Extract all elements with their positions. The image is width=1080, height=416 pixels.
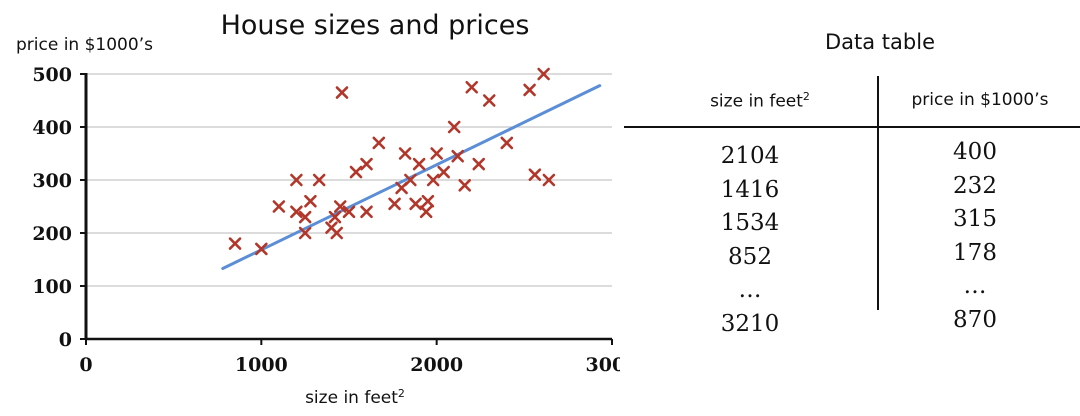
table-header-divider <box>624 126 1080 128</box>
data-point <box>437 165 450 179</box>
x-tick-label: 3000 <box>586 354 620 376</box>
x-tick-label: 2000 <box>410 354 463 376</box>
data-point <box>412 157 426 171</box>
data-point <box>342 205 356 219</box>
y-axis-label: price in $1000’s <box>16 35 153 55</box>
data-point <box>421 194 435 208</box>
tick-labels: 0 100 200 300 400 500 0 1000 2000 3000 <box>32 64 620 376</box>
y-tick-label: 500 <box>32 64 72 86</box>
table-title: Data table <box>824 30 935 54</box>
price-column: 400 232 315 178 … 870 <box>915 136 1035 337</box>
data-point <box>298 226 312 240</box>
data-point <box>528 168 542 181</box>
table-cell-price: 315 <box>953 206 997 232</box>
table-cell-price: … <box>963 273 987 299</box>
chart-title: House sizes and prices <box>221 10 530 41</box>
fit-line-group <box>221 84 602 271</box>
gridlines <box>86 73 612 287</box>
data-point <box>360 157 373 171</box>
data-point <box>388 197 401 211</box>
axes <box>80 73 613 345</box>
table-cell-size: … <box>738 277 762 303</box>
y-tick-label: 300 <box>32 170 72 192</box>
data-point <box>430 147 443 160</box>
table-cell-price: 870 <box>953 306 997 333</box>
y-tick-label: 0 <box>59 329 72 351</box>
table-cell-price: 178 <box>953 239 997 266</box>
x-tick-label: 0 <box>79 354 92 376</box>
data-point <box>304 194 317 208</box>
data-point <box>290 205 303 219</box>
data-point <box>409 197 422 211</box>
data-point <box>272 200 286 213</box>
data-point <box>330 226 344 240</box>
data-point <box>465 80 479 94</box>
data-point <box>426 173 440 187</box>
data-point <box>290 173 303 187</box>
column-header-size: size in feet2 <box>710 90 810 112</box>
table-cell-size: 1416 <box>720 176 780 203</box>
table-cell-size: 1534 <box>720 210 780 236</box>
data-point <box>451 149 465 163</box>
y-tick-label: 100 <box>32 276 72 298</box>
table-cell-price: 400 <box>953 139 997 165</box>
data-point <box>328 210 342 224</box>
data-point <box>360 205 373 219</box>
data-point <box>255 242 268 256</box>
fit-line <box>221 84 602 271</box>
data-point <box>349 165 363 179</box>
table-cell-price: 232 <box>953 172 997 199</box>
data-point <box>447 120 461 134</box>
data-point <box>398 147 412 160</box>
table-cell-size: 852 <box>728 243 772 270</box>
table-cell-size: 3210 <box>720 310 780 337</box>
table-column-divider <box>877 76 879 310</box>
data-point <box>228 237 242 250</box>
data-point <box>419 205 433 219</box>
y-tick-label: 200 <box>32 223 72 245</box>
data-point <box>404 173 417 187</box>
data-point <box>458 179 472 192</box>
scatter-chart: House sizes and prices price in $1000’s … <box>16 10 620 408</box>
data-point <box>523 83 536 97</box>
data-point <box>372 136 386 150</box>
data-point <box>335 86 349 99</box>
data-point <box>312 173 326 187</box>
table-cell-size: 2104 <box>720 143 780 169</box>
column-header-price: price in $1000’s <box>911 90 1049 110</box>
data-point <box>298 210 312 224</box>
size-column: 2104 1416 1534 852 … 3210 <box>690 140 810 341</box>
x-axis-label: size in feet2 <box>305 387 405 408</box>
data-points <box>228 67 556 256</box>
data-point <box>537 67 550 81</box>
x-axis-label-superscript: 2 <box>398 387 405 400</box>
data-point <box>472 157 486 171</box>
data-point <box>542 173 556 187</box>
data-point <box>333 200 347 213</box>
data-point <box>500 136 514 150</box>
x-tick-label: 1000 <box>235 354 288 376</box>
data-point <box>482 94 496 107</box>
y-tick-label: 400 <box>32 117 72 139</box>
column-header-size-superscript: 2 <box>802 90 810 103</box>
